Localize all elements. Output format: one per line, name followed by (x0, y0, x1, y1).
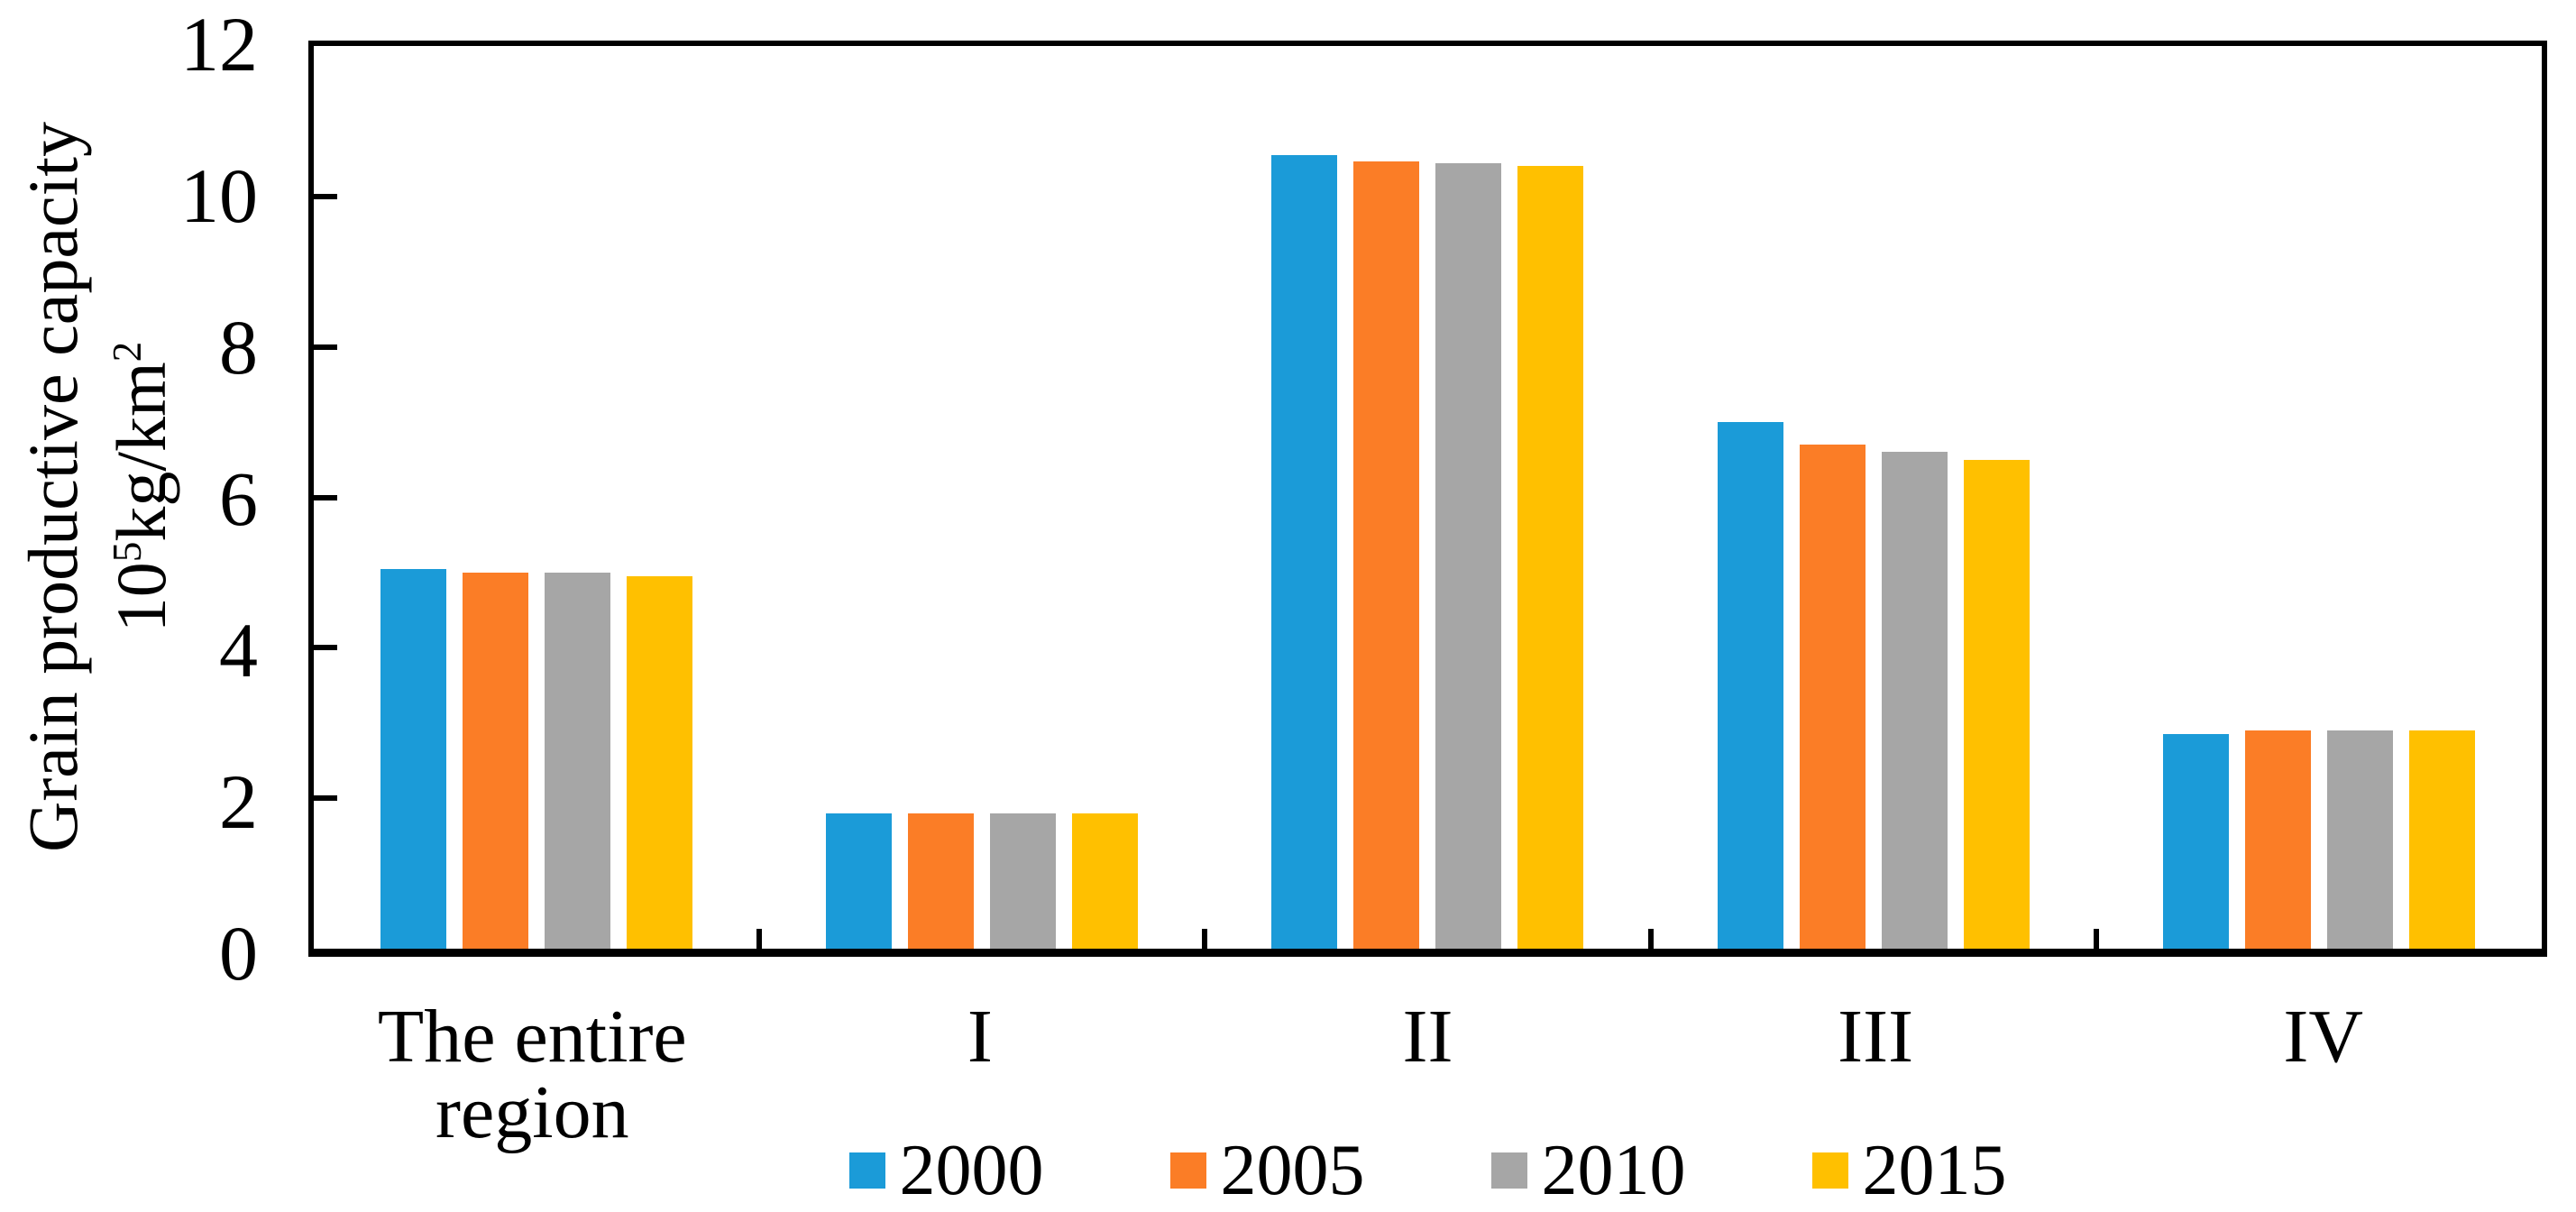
bar-2010-iii (1881, 452, 1948, 949)
legend-swatch-2000 (848, 1152, 885, 1189)
bar-2010-ii (1435, 163, 1502, 949)
legend-label-2015: 2015 (1862, 1131, 2007, 1210)
legend-swatch-2015 (1811, 1152, 1848, 1189)
legend-swatch-2005 (1169, 1152, 1206, 1189)
legend-label-2010: 2010 (1541, 1131, 1686, 1210)
bar-2015-i (1072, 813, 1139, 949)
x-axis-tick-1 (756, 929, 763, 949)
x-axis-tick-3 (1647, 929, 1654, 949)
plot-inner (314, 46, 2542, 949)
bar-2000-ii (1271, 154, 1338, 949)
bar-2010-the-entire-region (545, 572, 611, 949)
y-tick-label-2: 2 (219, 758, 258, 845)
bar-2000-i (826, 813, 893, 949)
category-label-the-entire-region: The entire region (377, 995, 687, 1154)
bar-group-iii (1651, 46, 2096, 949)
bar-2010-i (990, 813, 1057, 949)
bar-2005-iv (2244, 730, 2311, 949)
bar-group-the-entire-region (314, 46, 759, 949)
x-axis-tick-2 (1202, 929, 1208, 949)
category-label-iv: IV (2283, 995, 2364, 1079)
y-axis-tick-8 (314, 344, 337, 350)
y-tick-label-12: 12 (180, 1, 258, 87)
legend-item-2010: 2010 (1490, 1131, 1686, 1210)
legend-label-2000: 2000 (899, 1131, 1044, 1210)
y-tick-label-0: 0 (219, 910, 258, 996)
legend-item-2005: 2005 (1169, 1131, 1365, 1210)
legend-item-2000: 2000 (848, 1131, 1044, 1210)
legend: 2000 2005 2010 2015 (308, 1134, 2547, 1207)
x-axis-category-labels: The entire region I II III IV (308, 999, 2547, 1152)
bar-2000-iv (2162, 734, 2229, 949)
legend-label-2005: 2005 (1220, 1131, 1365, 1210)
bar-2005-iii (1799, 445, 1866, 949)
bar-2000-the-entire-region (380, 568, 447, 949)
legend-item-2015: 2015 (1811, 1131, 2007, 1210)
legend-swatch-2010 (1490, 1152, 1527, 1189)
category-label-iii: III (1838, 995, 1914, 1079)
y-tick-label-6: 6 (219, 455, 258, 542)
bar-2010-iv (2326, 730, 2393, 949)
y-tick-label-8: 8 (219, 304, 258, 390)
y-axis-tick-10 (314, 193, 337, 199)
bar-group-ii (1205, 46, 1650, 949)
bar-group-iv (2096, 46, 2542, 949)
y-tick-label-4: 4 (219, 607, 258, 693)
y-axis-tick-2 (314, 795, 337, 802)
y-tick-label-10: 10 (180, 152, 258, 239)
bar-2000-iii (1717, 422, 1783, 949)
x-axis-tick-4 (2093, 929, 2099, 949)
y-axis-tick-4 (314, 645, 337, 651)
category-label-i: I (967, 995, 993, 1079)
bar-2005-the-entire-region (463, 572, 529, 949)
bar-2005-ii (1353, 161, 1420, 949)
bar-2005-i (908, 813, 975, 949)
bar-2015-ii (1517, 166, 1584, 949)
y-axis-tick-labels: 0 2 4 6 8 10 12 (0, 5, 258, 992)
bar-2015-iii (1963, 459, 2030, 949)
y-axis-tick-6 (314, 494, 337, 500)
category-label-ii: II (1402, 995, 1453, 1079)
bar-2015-the-entire-region (627, 576, 693, 949)
bar-group-i (759, 46, 1205, 949)
plot-area (308, 41, 2547, 957)
bar-2015-iv (2408, 730, 2475, 949)
